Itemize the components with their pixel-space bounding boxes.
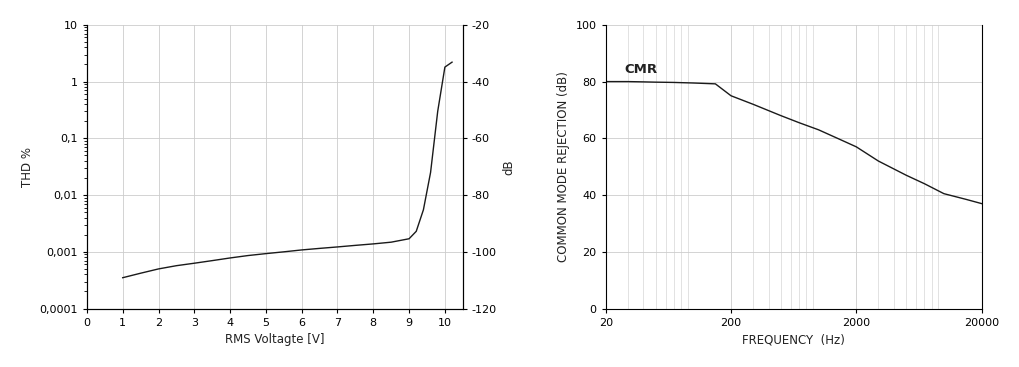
Text: CMR: CMR: [624, 63, 656, 76]
Y-axis label: dB: dB: [502, 159, 515, 175]
X-axis label: FREQUENCY  (Hz): FREQUENCY (Hz): [742, 333, 845, 346]
Y-axis label: THD %: THD %: [20, 147, 34, 187]
X-axis label: RMS Voltagte [V]: RMS Voltagte [V]: [225, 333, 324, 346]
Y-axis label: COMMON MODE REJECTION (dB): COMMON MODE REJECTION (dB): [556, 71, 570, 262]
